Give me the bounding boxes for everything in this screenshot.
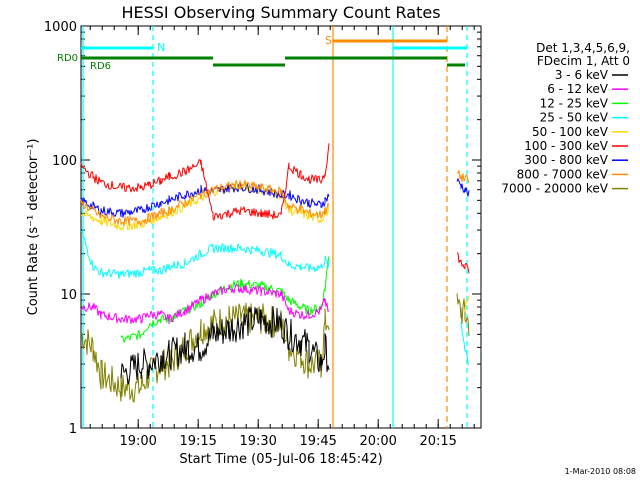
legend-label: 300 - 800 keV [524, 153, 608, 167]
flag-label-n: N [157, 41, 165, 54]
legend-label: 100 - 300 keV [524, 139, 608, 153]
x-tick-label: 19:30 [239, 434, 276, 449]
footer-timestamp: 1-Mar-2010 08:08 [565, 467, 636, 476]
flag-label-s: S [325, 34, 332, 47]
plot-frame [80, 25, 482, 429]
flag-label-rd0: RD0 [57, 53, 78, 64]
series-line-12-25-kev [120, 256, 330, 343]
series-line-50-100-kev [80, 182, 470, 312]
x-axis-label: Start Time (05-Jul-06 18:45:42) [179, 452, 382, 467]
legend-label: 7000 - 20000 keV [501, 182, 608, 196]
y-tick-label: 100 [52, 154, 77, 169]
legend-label: 25 - 50 keV [540, 111, 609, 125]
legend-label: 12 - 25 keV [540, 96, 609, 110]
series-line-3-6-kev [120, 306, 330, 385]
series-line-100-300-kev [80, 143, 470, 274]
flag-label-rd6: RD6 [90, 61, 111, 72]
legend-header: Det 1,3,4,5,6,9, [536, 41, 630, 55]
series-line-800-7000-kev [80, 169, 470, 227]
legend-label: 3 - 6 keV [555, 68, 609, 82]
series-line-6-12-kev [80, 284, 330, 325]
y-tick-label: 1 [69, 422, 77, 437]
x-tick-label: 19:00 [119, 434, 156, 449]
series-line-25-50-kev [80, 230, 470, 366]
x-tick-label: 19:15 [179, 434, 216, 449]
legend-label: 50 - 100 keV [532, 125, 609, 139]
series-line-7000-20000-kev [80, 293, 470, 403]
y-tick-label: 10 [60, 288, 77, 303]
legend-label: 800 - 7000 keV [517, 167, 609, 181]
legend-label: 6 - 12 keV [547, 82, 609, 96]
y-tick-label: 1000 [44, 20, 77, 35]
chart-title: HESSI Observing Summary Count Rates [121, 3, 440, 22]
series-line-300-800-kev [80, 178, 470, 218]
legend-header: FDecim 1, Att 0 [537, 54, 630, 68]
x-tick-label: 19:45 [299, 434, 336, 449]
y-axis-label: Count Rate (s⁻¹ detector⁻¹) [26, 139, 41, 316]
x-tick-label: 20:15 [419, 434, 456, 449]
x-tick-label: 20:00 [359, 434, 396, 449]
